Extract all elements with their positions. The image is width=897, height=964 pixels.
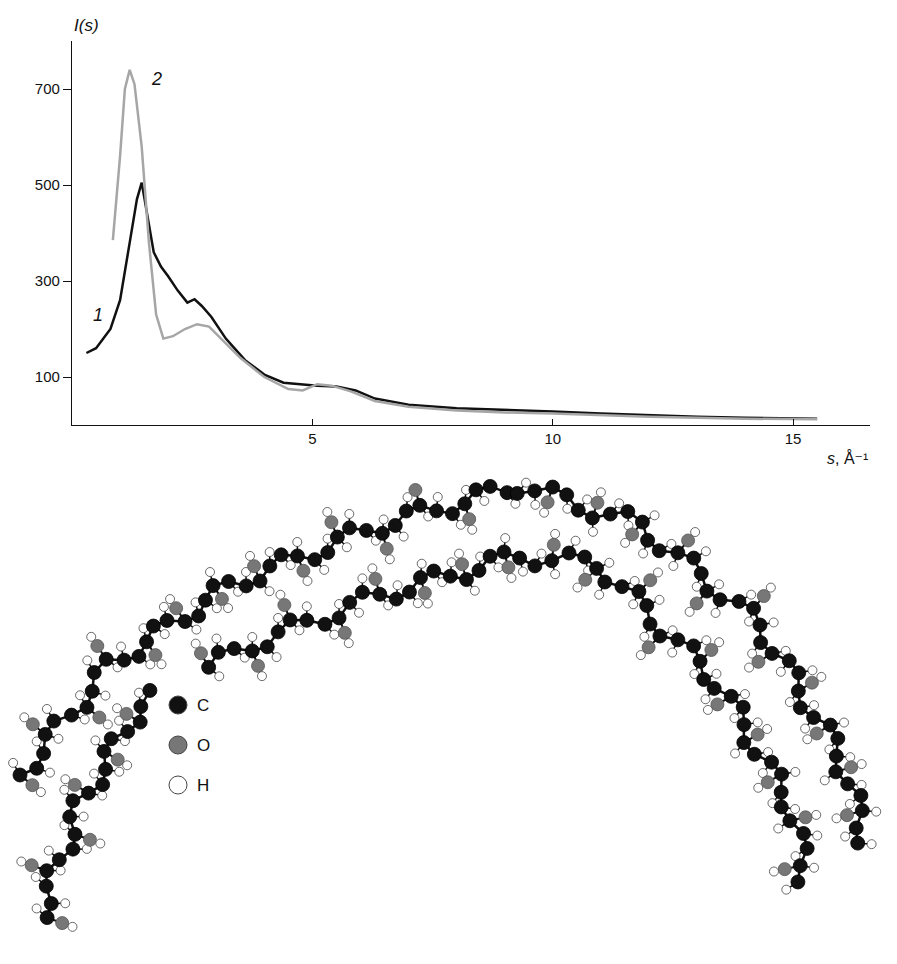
svg-text:C: C	[197, 696, 209, 715]
svg-text:15: 15	[785, 430, 802, 447]
svg-text:O: O	[197, 736, 210, 755]
svg-text:300: 300	[35, 272, 60, 289]
svg-text:2: 2	[151, 69, 162, 89]
svg-text:10: 10	[544, 430, 561, 447]
svg-text:1: 1	[93, 305, 103, 325]
svg-text:100: 100	[35, 368, 60, 385]
svg-text:H: H	[197, 776, 209, 795]
svg-text:I(s): I(s)	[74, 16, 99, 35]
svg-text:5: 5	[308, 430, 316, 447]
svg-text:s, Å⁻¹: s, Å⁻¹	[827, 449, 868, 467]
svg-text:700: 700	[35, 80, 60, 97]
svg-text:500: 500	[35, 176, 60, 193]
